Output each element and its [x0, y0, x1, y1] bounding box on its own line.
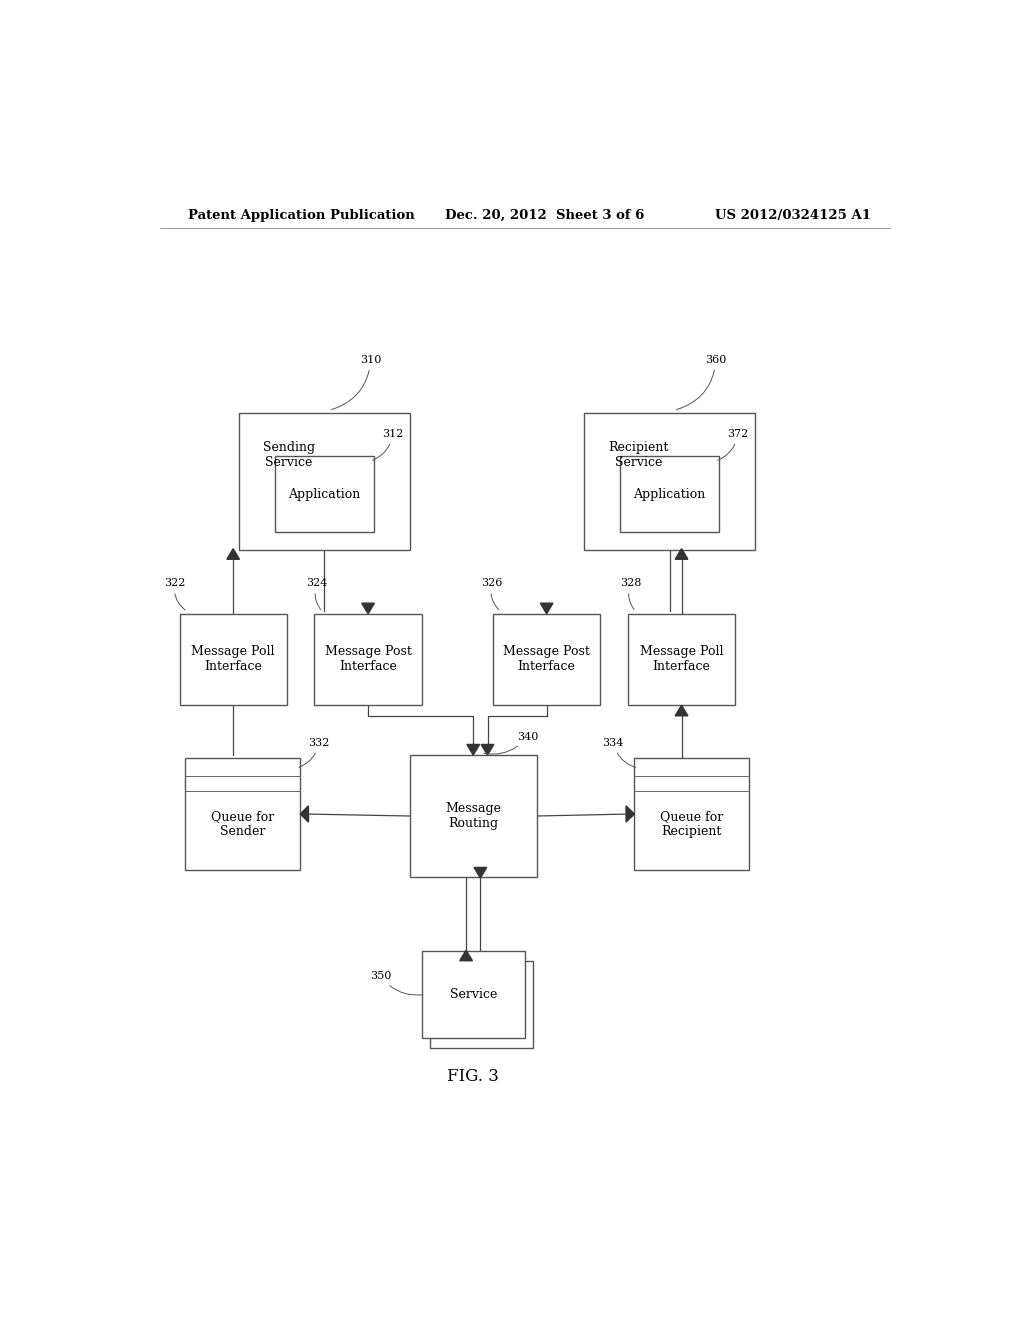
Text: Patent Application Publication: Patent Application Publication — [187, 209, 415, 222]
Text: Message Post
Interface: Message Post Interface — [503, 645, 590, 673]
Text: 310: 310 — [331, 355, 382, 409]
Text: Sending
Service: Sending Service — [263, 441, 315, 469]
Text: 312: 312 — [373, 429, 403, 461]
Bar — [494, 614, 600, 705]
Bar — [620, 457, 719, 532]
Text: Message Post
Interface: Message Post Interface — [325, 645, 412, 673]
Text: 328: 328 — [620, 578, 641, 610]
Text: Dec. 20, 2012  Sheet 3 of 6: Dec. 20, 2012 Sheet 3 of 6 — [445, 209, 645, 222]
Polygon shape — [460, 950, 472, 961]
Bar — [634, 758, 750, 870]
Text: 350: 350 — [370, 972, 423, 995]
Text: Application: Application — [289, 488, 360, 500]
Text: 322: 322 — [164, 578, 185, 610]
Bar — [314, 614, 422, 705]
Text: 372: 372 — [718, 429, 749, 461]
Bar — [422, 952, 524, 1038]
Text: Recipient
Service: Recipient Service — [608, 441, 669, 469]
Text: Service: Service — [450, 987, 497, 1001]
Polygon shape — [541, 603, 553, 614]
Polygon shape — [675, 705, 688, 715]
Text: Message Poll
Interface: Message Poll Interface — [640, 645, 723, 673]
Text: Application: Application — [634, 488, 706, 500]
Text: Queue for
Sender: Queue for Sender — [211, 810, 274, 838]
Text: 332: 332 — [299, 738, 330, 767]
Text: 326: 326 — [481, 578, 503, 610]
Polygon shape — [481, 744, 494, 755]
Text: 324: 324 — [306, 578, 328, 610]
Bar — [585, 413, 755, 549]
Bar — [185, 758, 300, 870]
Bar — [628, 614, 735, 705]
Bar — [274, 457, 374, 532]
Polygon shape — [300, 805, 308, 822]
Text: Queue for
Recipient: Queue for Recipient — [660, 810, 724, 838]
Bar — [179, 614, 287, 705]
Bar — [430, 961, 532, 1048]
Text: Message
Routing: Message Routing — [445, 803, 501, 830]
Bar — [240, 413, 410, 549]
Text: 340: 340 — [484, 731, 539, 754]
Text: 360: 360 — [676, 355, 727, 409]
Text: FIG. 3: FIG. 3 — [447, 1068, 499, 1085]
Bar — [410, 755, 537, 876]
Polygon shape — [474, 867, 486, 878]
Polygon shape — [675, 549, 688, 560]
Text: 334: 334 — [602, 738, 636, 767]
Polygon shape — [467, 744, 479, 755]
Text: US 2012/0324125 A1: US 2012/0324125 A1 — [715, 209, 871, 222]
Polygon shape — [626, 805, 634, 822]
Polygon shape — [226, 549, 240, 560]
Polygon shape — [361, 603, 375, 614]
Text: Message Poll
Interface: Message Poll Interface — [191, 645, 274, 673]
